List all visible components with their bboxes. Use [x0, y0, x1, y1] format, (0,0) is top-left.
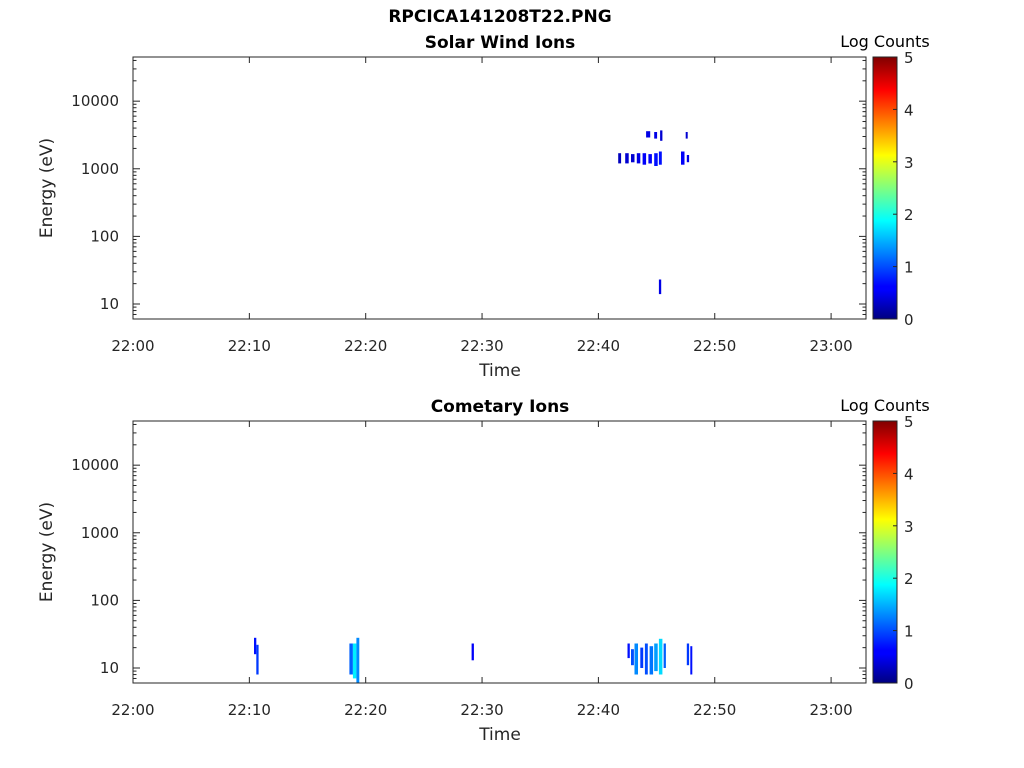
- spectrogram-cell: [654, 132, 658, 139]
- cometary-panel: Cometary Ions 22:00 22:10 22:20 22:30 22:40 2…: [37, 396, 930, 745]
- colorbar-tick-label: 1: [904, 623, 914, 641]
- colorbar-gradient: [872, 56, 898, 320]
- spectrogram-cell: [640, 647, 644, 668]
- x-tick-label: 22:00: [111, 701, 154, 719]
- spectrogram-cell: [681, 151, 685, 165]
- spectrogram-cell: [631, 154, 635, 163]
- page-title: RPCICA141208T22.PNG: [388, 7, 612, 27]
- spectrogram-cell: [686, 643, 690, 666]
- x-tick-label: 23:00: [809, 701, 852, 719]
- colorbar-tick-label: 2: [904, 206, 914, 224]
- x-tick-label: 22:00: [111, 337, 154, 355]
- spectrogram-cell: [648, 154, 652, 164]
- spectrogram-cell: [690, 646, 693, 675]
- spectrogram-cell: [685, 132, 688, 139]
- y-axis-label: Energy (eV): [37, 138, 57, 238]
- spectrogram-cell: [625, 153, 629, 164]
- spectrogram-cell: [644, 643, 648, 675]
- plot-area: [133, 421, 866, 683]
- axes-frame: [132, 56, 867, 320]
- y-tick-label: 1000: [81, 524, 119, 542]
- spectrogram-cell: [352, 643, 357, 679]
- spectrogram-cell: [658, 279, 662, 295]
- spectrogram-cell: [646, 131, 651, 138]
- spectrogram-cell: [663, 643, 666, 668]
- spectrogram-cell: [634, 643, 638, 675]
- y-axis-label: Energy (eV): [37, 502, 57, 602]
- colorbar-tick-label: 2: [904, 570, 914, 588]
- solar-wind-panel: Solar Wind Ions 22:00 22:10 22:20 22:30 22:4…: [37, 32, 930, 381]
- spectrogram-cells: [254, 637, 693, 683]
- x-axis-label: Time: [478, 361, 521, 381]
- x-tick-label: 22:40: [577, 701, 620, 719]
- colorbar-tick-label: 3: [904, 518, 914, 536]
- x-tick-label: 22:20: [344, 701, 387, 719]
- spectrogram-cell: [642, 153, 647, 165]
- axes: 22:00 22:10 22:20 22:30 22:40 22:50 23:00 10 100…: [71, 420, 867, 719]
- spectrogram-cell: [660, 130, 663, 141]
- panel-title: Solar Wind Ions: [425, 33, 576, 53]
- axes: 22:00 22:10 22:20 22:30 22:40 22:50 23:00 10 100…: [71, 56, 867, 355]
- y-tick-label: 1000: [81, 160, 119, 178]
- y-tick-label: 10: [100, 295, 119, 313]
- x-tick-label: 22:20: [344, 337, 387, 355]
- x-tick-label: 22:40: [577, 337, 620, 355]
- spectrogram-cell: [658, 638, 663, 675]
- colorbar-tick-label: 1: [904, 259, 914, 277]
- colorbar-tick-label: 0: [904, 311, 914, 329]
- y-tick-label: 10000: [71, 92, 119, 110]
- spectrogram-cell: [649, 646, 654, 675]
- x-axis-label: Time: [478, 725, 521, 745]
- colorbar-tick-label: 5: [904, 413, 914, 431]
- x-tick-label: 22:10: [228, 337, 271, 355]
- spectrogram-cell: [654, 153, 658, 166]
- colorbar-label: Log Counts: [840, 32, 930, 51]
- spectrogram-cells: [618, 130, 690, 295]
- colorbar-label: Log Counts: [840, 396, 930, 415]
- spectrogram-cell: [254, 637, 257, 655]
- colorbar-tick-label: 5: [904, 49, 914, 67]
- x-tick-label: 23:00: [809, 337, 852, 355]
- colorbar-tick-label: 4: [904, 465, 914, 483]
- y-tick-label: 100: [90, 591, 119, 609]
- spectrogram-cell: [256, 644, 259, 675]
- colorbar-gradient: [872, 420, 898, 684]
- colorbar-tick-label: 4: [904, 101, 914, 119]
- spectrogram-cell: [686, 155, 690, 163]
- plot-area: [133, 57, 866, 319]
- x-tick-label: 22:50: [693, 337, 736, 355]
- spectrogram-cell: [471, 643, 474, 661]
- spectrogram-cell: [654, 643, 658, 672]
- y-tick-label: 10: [100, 659, 119, 677]
- spectrogram-cell: [636, 153, 641, 164]
- y-tick-label: 100: [90, 227, 119, 245]
- colorbar-tick-label: 0: [904, 675, 914, 693]
- x-tick-label: 22:30: [460, 701, 503, 719]
- spectrogram-cell: [349, 643, 353, 675]
- spectrogram-cell: [356, 637, 360, 683]
- spectrogram-cell: [658, 151, 662, 165]
- spectrogram-cell: [627, 643, 630, 659]
- axes-frame: [132, 420, 867, 684]
- x-tick-label: 22:50: [693, 701, 736, 719]
- x-tick-label: 22:10: [228, 701, 271, 719]
- spectrogram-cell: [618, 153, 622, 164]
- spectrogram-cell: [631, 649, 634, 666]
- x-tick-label: 22:30: [460, 337, 503, 355]
- panel-title: Cometary Ions: [431, 397, 570, 417]
- colorbar-tick-label: 3: [904, 154, 914, 172]
- y-tick-label: 10000: [71, 456, 119, 474]
